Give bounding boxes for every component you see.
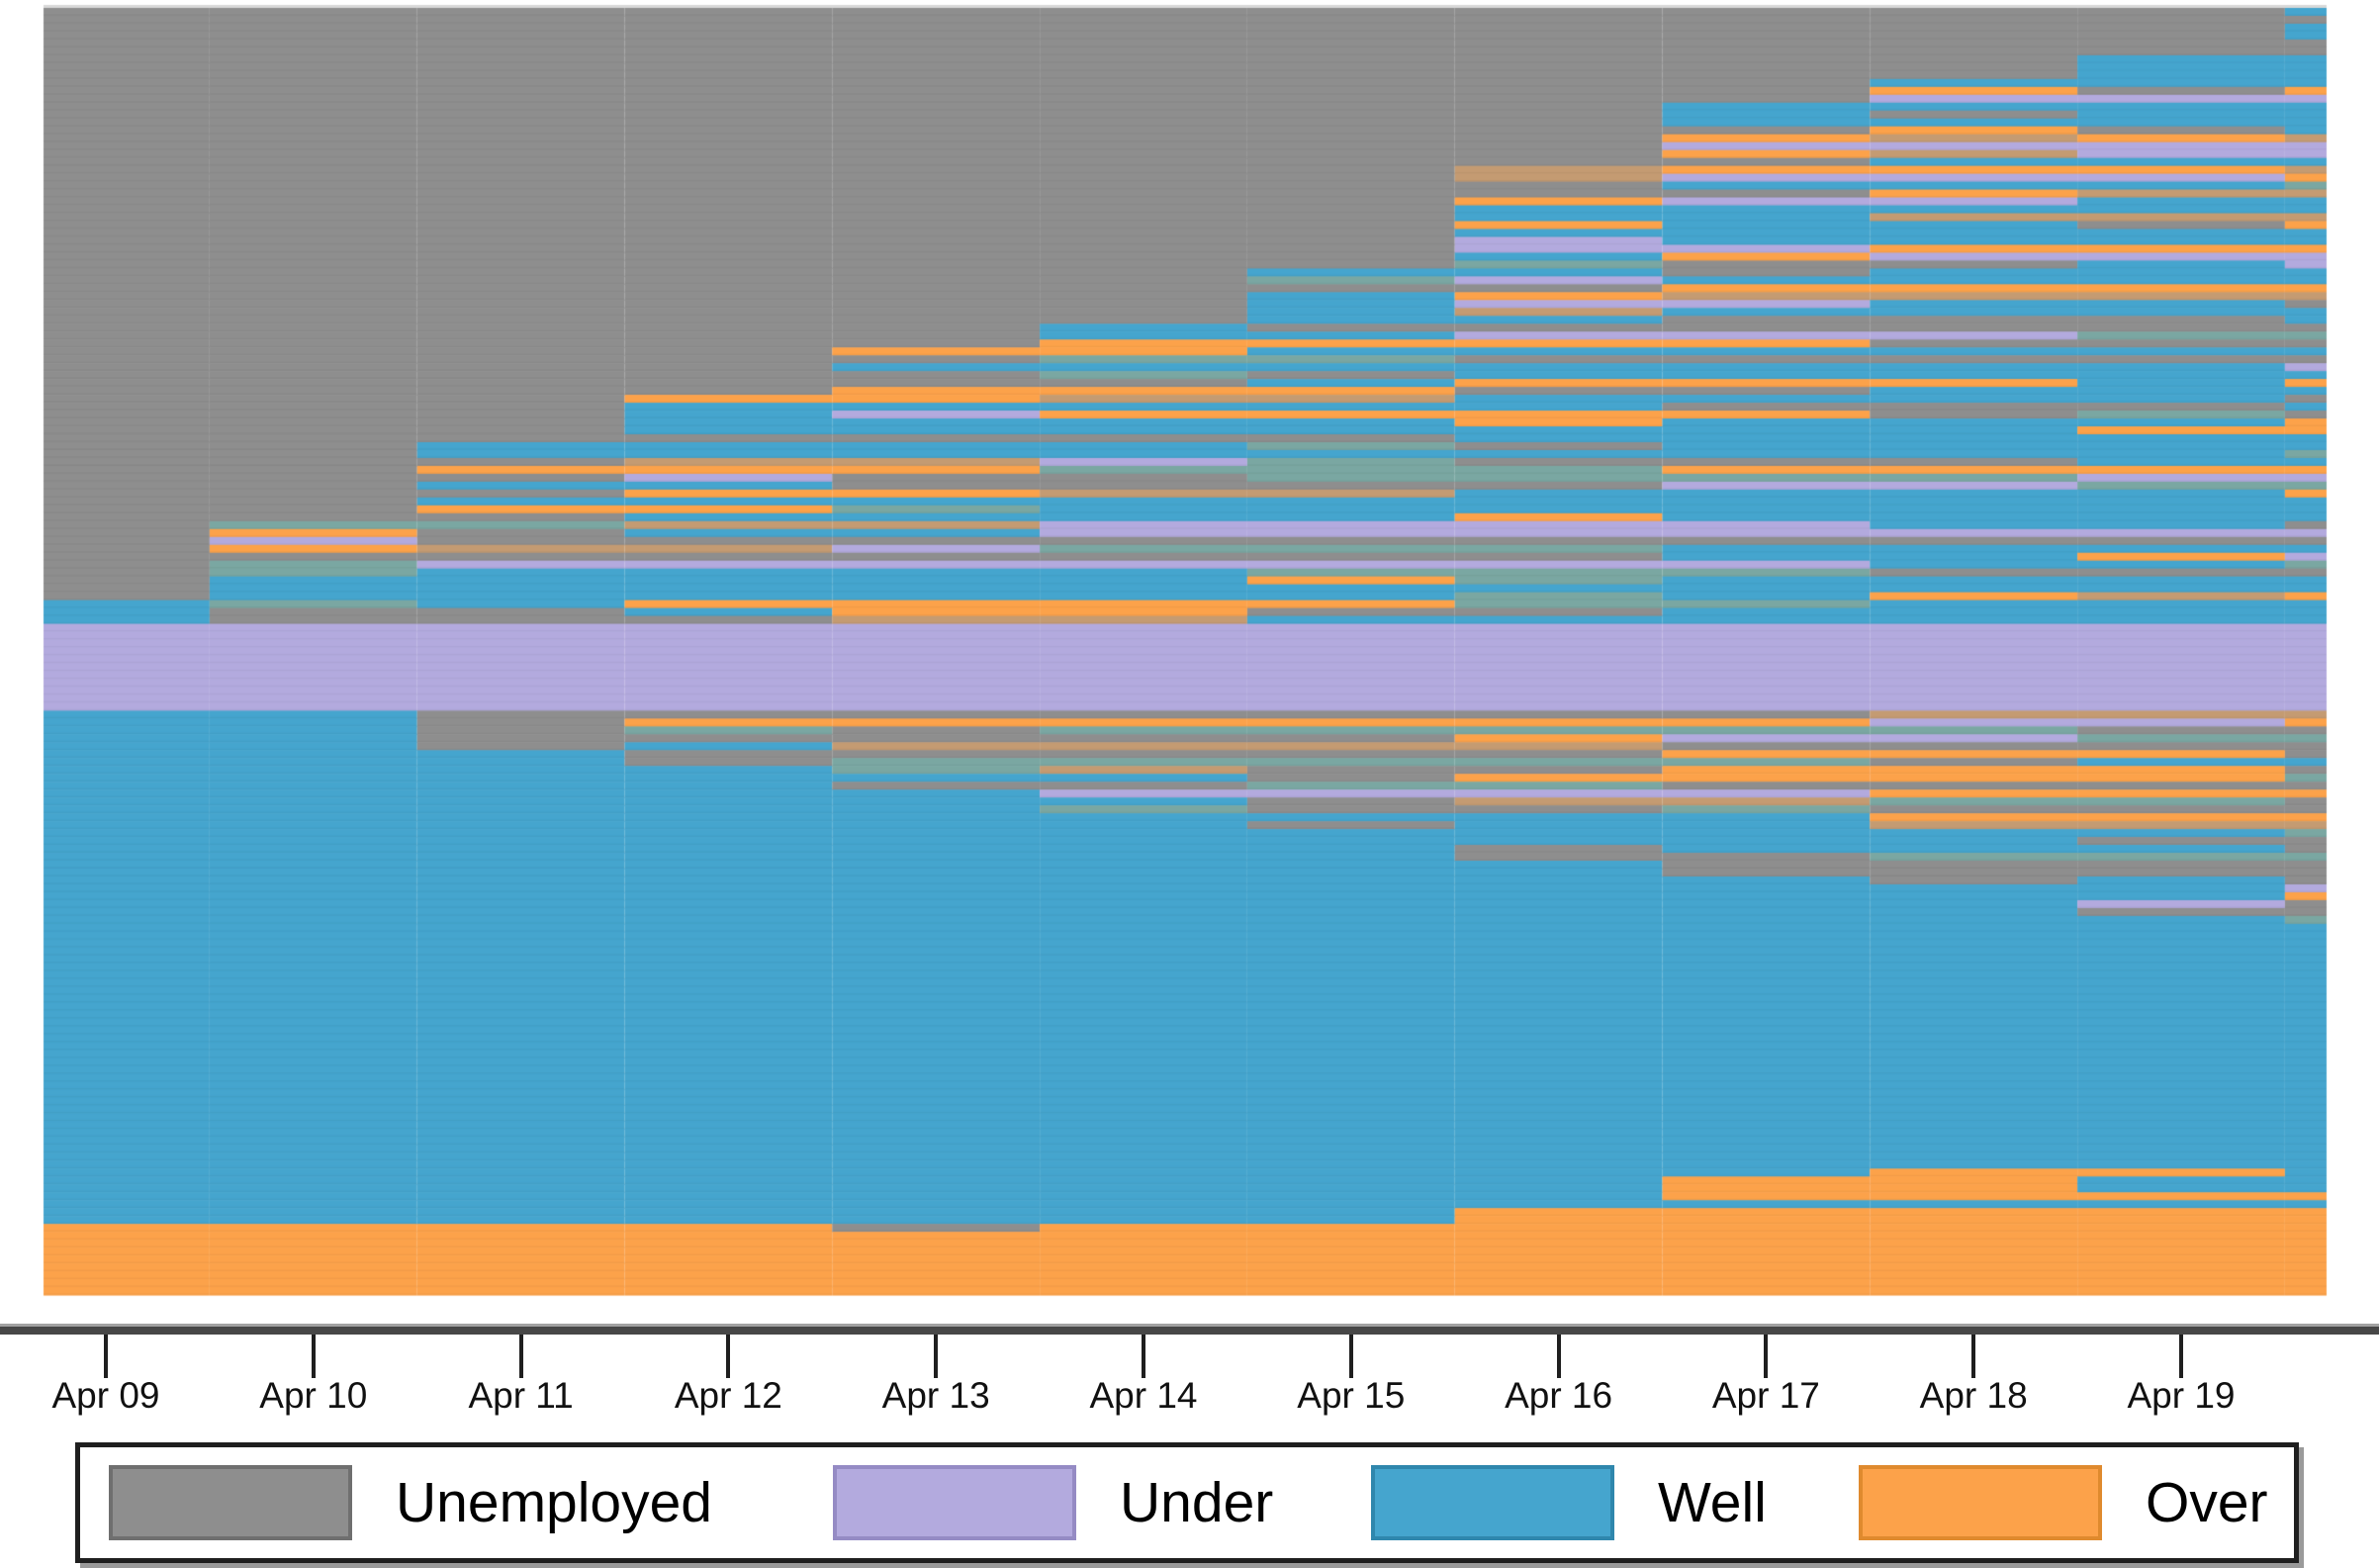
x-tick-label: Apr 16 [1505, 1375, 1613, 1416]
legend-swatch-unemployed [109, 1465, 352, 1540]
x-tick-mark [1556, 1335, 1561, 1378]
x-tick-label: Apr 15 [1297, 1375, 1406, 1416]
legend: Unemployed Under Well Over [75, 1442, 2299, 1563]
x-tick-mark [1348, 1335, 1353, 1378]
x-tick-label: Apr 09 [51, 1375, 160, 1416]
x-tick-label: Apr 19 [2127, 1375, 2236, 1416]
legend-item-unemployed: Unemployed [109, 1447, 712, 1558]
x-tick-label: Apr 18 [1919, 1375, 2028, 1416]
x-tick-mark [104, 1335, 108, 1378]
x-tick-mark [934, 1335, 939, 1378]
x-tick-mark [1142, 1335, 1145, 1378]
x-tick-label: Apr 11 [468, 1375, 574, 1416]
legend-item-over: Over [1859, 1447, 2268, 1558]
legend-label: Over [2146, 1471, 2268, 1534]
x-axis-line [0, 1324, 2379, 1335]
x-tick-label: Apr 14 [1089, 1375, 1198, 1416]
x-tick-mark [726, 1335, 731, 1378]
legend-item-under: Under [833, 1447, 1273, 1558]
x-tick-label: Apr 10 [259, 1375, 368, 1416]
x-tick-label: Apr 12 [674, 1375, 782, 1416]
x-tick-mark [1764, 1335, 1769, 1378]
legend-swatch-well [1371, 1465, 1614, 1540]
legend-label: Under [1120, 1471, 1274, 1534]
x-tick-label: Apr 17 [1711, 1375, 1820, 1416]
legend-item-well: Well [1371, 1447, 1767, 1558]
x-tick-mark [311, 1335, 316, 1378]
x-tick-mark [518, 1335, 523, 1378]
x-tick-mark [1971, 1335, 1976, 1378]
legend-label: Well [1658, 1471, 1767, 1534]
legend-swatch-over [1859, 1465, 2102, 1540]
legend-swatch-under [833, 1465, 1076, 1540]
x-tick-mark [2179, 1335, 2183, 1378]
legend-label: Unemployed [396, 1471, 713, 1534]
x-tick-label: Apr 13 [881, 1375, 990, 1416]
